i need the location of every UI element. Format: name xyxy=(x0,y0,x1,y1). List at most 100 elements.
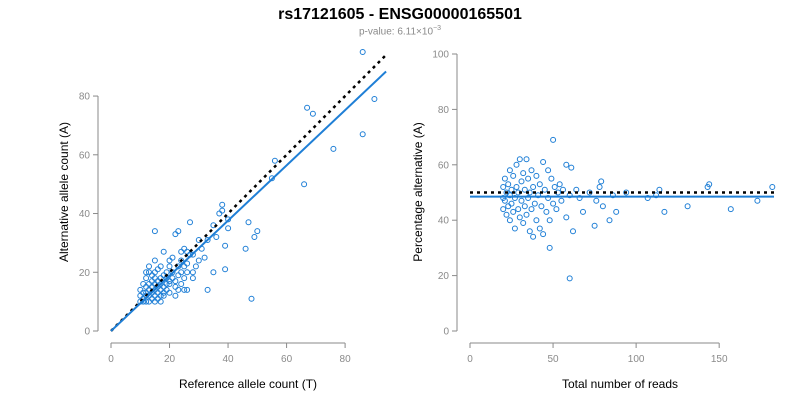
right-data-point xyxy=(505,203,512,210)
right-data-point xyxy=(563,214,570,221)
left-data-point xyxy=(371,96,378,102)
right-data-point xyxy=(523,156,530,163)
left-data-point xyxy=(195,257,202,264)
right-data-point xyxy=(533,217,540,224)
left-y-tick-label: 20 xyxy=(79,268,91,279)
right-data-point xyxy=(580,208,586,215)
right-data-point xyxy=(533,172,540,179)
right-y-tick-label: 0 xyxy=(443,327,449,338)
right-data-point xyxy=(566,275,573,282)
left-data-point xyxy=(163,286,170,293)
left-data-point xyxy=(216,210,223,217)
left-data-point xyxy=(154,266,161,273)
left-data-point xyxy=(175,228,182,235)
left-data-point xyxy=(271,157,278,164)
right-data-point xyxy=(516,156,523,163)
left-data-point xyxy=(309,110,316,117)
left-data-point xyxy=(175,272,182,279)
left-data-point xyxy=(245,219,252,226)
right-data-point xyxy=(513,184,520,190)
right-data-point xyxy=(543,208,550,215)
left-data-point xyxy=(175,286,182,293)
left-data-point xyxy=(172,292,179,299)
left-data-point xyxy=(172,278,179,285)
right-data-point xyxy=(541,186,548,193)
left-data-point xyxy=(149,295,155,302)
right-data-point xyxy=(528,167,535,174)
right-data-point xyxy=(545,167,552,174)
left-points xyxy=(137,49,378,305)
left-data-point xyxy=(157,292,164,299)
right-data-point xyxy=(591,222,598,229)
right-data-point xyxy=(563,161,570,168)
left-data-point xyxy=(137,292,144,299)
right-data-point xyxy=(727,206,734,213)
left-reference-line xyxy=(110,54,387,332)
left-data-point xyxy=(166,281,173,287)
left-data-point xyxy=(181,275,188,282)
left-data-point xyxy=(160,292,167,299)
left-data-point xyxy=(166,263,173,270)
left-data-point xyxy=(210,269,217,276)
left-data-point xyxy=(189,269,196,276)
right-axes: 0 50 100 150 0 20 40 60 80 100 xyxy=(432,50,728,366)
right-data-point xyxy=(550,200,557,207)
right-x-tick-label: 0 xyxy=(467,354,473,365)
left-data-point xyxy=(301,181,308,188)
right-data-point xyxy=(520,170,527,177)
left-data-point xyxy=(178,248,185,255)
right-data-point xyxy=(500,184,507,190)
right-data-point xyxy=(570,228,576,235)
left-data-point xyxy=(151,269,158,276)
right-scatter-panel: 0 50 100 150 0 20 40 60 80 100 Total number of re… xyxy=(411,50,776,391)
left-data-point xyxy=(151,298,158,305)
right-data-point xyxy=(553,206,560,213)
right-data-point xyxy=(545,195,552,201)
left-data-point xyxy=(204,237,211,243)
right-data-point xyxy=(599,203,606,210)
left-data-point xyxy=(359,131,366,138)
right-y-tick-label: 20 xyxy=(438,271,450,282)
left-data-point xyxy=(222,242,229,249)
left-data-point xyxy=(157,286,164,293)
p-value-exponent: −3 xyxy=(433,25,442,32)
right-data-point xyxy=(684,203,691,210)
left-data-point xyxy=(248,295,255,302)
left-x-tick-label: 20 xyxy=(164,354,176,365)
left-y-tick-label: 0 xyxy=(84,327,90,338)
left-data-point xyxy=(254,228,261,235)
left-data-point xyxy=(359,49,366,55)
right-x-tick-label: 50 xyxy=(547,354,559,365)
right-data-point xyxy=(613,208,620,215)
left-axes: 0 20 40 60 80 0 20 40 60 80 xyxy=(79,92,351,365)
right-data-point xyxy=(525,195,532,201)
right-data-point xyxy=(506,192,513,199)
right-data-point xyxy=(661,208,668,215)
right-x-tick-label: 150 xyxy=(711,354,728,365)
left-data-point xyxy=(149,272,155,279)
right-data-point xyxy=(531,200,538,207)
left-data-point xyxy=(219,201,226,208)
right-x-axis-title: Total number of reads xyxy=(562,377,678,391)
right-data-point xyxy=(513,161,520,168)
left-data-point xyxy=(268,175,275,182)
left-x-tick-label: 80 xyxy=(340,354,352,365)
right-data-point xyxy=(501,197,508,204)
left-data-point xyxy=(222,266,229,273)
left-y-tick-label: 60 xyxy=(79,150,91,161)
right-data-point xyxy=(754,197,761,204)
left-data-point xyxy=(178,281,185,287)
left-data-point xyxy=(149,278,155,285)
right-data-point xyxy=(623,189,630,196)
right-y-tick-label: 60 xyxy=(438,160,450,171)
right-data-point xyxy=(530,184,537,190)
right-data-point xyxy=(525,175,532,182)
right-data-point xyxy=(536,181,543,188)
right-data-point xyxy=(606,217,613,224)
left-data-point xyxy=(184,260,191,267)
left-x-tick-label: 60 xyxy=(281,354,293,365)
left-x-tick-label: 40 xyxy=(222,354,234,365)
right-data-point xyxy=(769,184,776,190)
right-data-point xyxy=(501,175,508,182)
